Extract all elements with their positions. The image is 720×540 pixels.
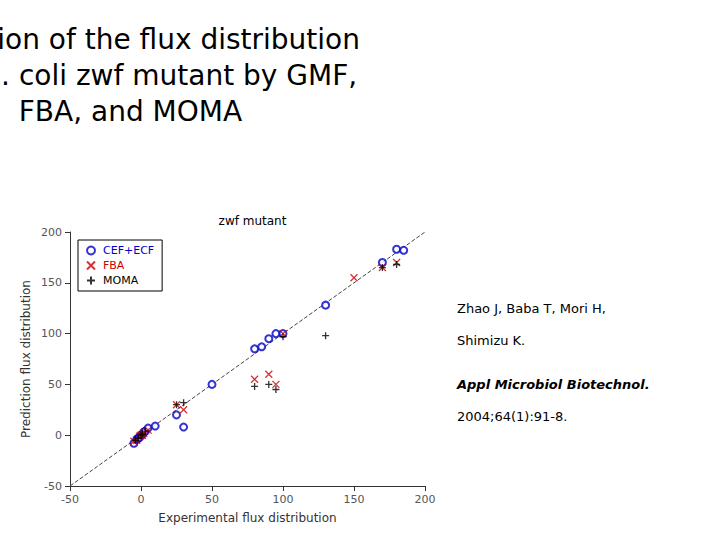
svg-text:Zhao J, Baba T, Mori H,: Zhao J, Baba T, Mori H, — [457, 301, 606, 316]
svg-text:-50: -50 — [61, 493, 79, 506]
svg-text:Appl Microbiol Biotechnol.: Appl Microbiol Biotechnol. — [456, 377, 650, 392]
svg-text:CEF+ECF: CEF+ECF — [103, 244, 154, 257]
svg-text:200: 200 — [415, 493, 436, 506]
svg-text:MOMA: MOMA — [103, 274, 139, 287]
svg-text:0: 0 — [55, 429, 62, 442]
svg-text:150: 150 — [41, 276, 62, 289]
svg-text:Prediction flux distribution: Prediction flux distribution — [19, 280, 33, 438]
svg-text:Prediction of the flux distrib: Prediction of the flux distribution — [0, 23, 360, 56]
svg-text:100: 100 — [273, 493, 294, 506]
svg-text:Experimental flux distribution: Experimental flux distribution — [158, 511, 336, 525]
svg-text:150: 150 — [344, 493, 365, 506]
svg-text:2004;64(1):91-8.: 2004;64(1):91-8. — [457, 409, 567, 424]
svg-text:of an E. coli zwf mutant by GM: of an E. coli zwf mutant by GMF, — [0, 59, 357, 92]
svg-text:50: 50 — [48, 378, 62, 391]
svg-text:FBA: FBA — [103, 259, 125, 272]
svg-text:50: 50 — [205, 493, 219, 506]
svg-text:0: 0 — [138, 493, 145, 506]
svg-text:-50: -50 — [44, 480, 62, 493]
svg-text:100: 100 — [41, 327, 62, 340]
svg-text:Shimizu K.: Shimizu K. — [457, 333, 525, 348]
svg-text:FBA, and MOMA: FBA, and MOMA — [19, 95, 242, 128]
svg-text:200: 200 — [41, 226, 62, 239]
svg-text:zwf mutant: zwf mutant — [219, 214, 287, 228]
